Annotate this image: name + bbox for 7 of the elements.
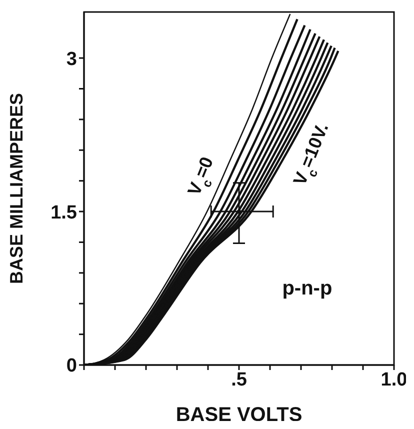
y-tick-label: 0	[66, 356, 77, 377]
y-axis-title: BASE MILLIAMPERES	[6, 92, 26, 284]
x-axis-title: BASE VOLTS	[176, 404, 302, 426]
x-tick-label: .5	[231, 369, 248, 390]
y-tick-label: 1.5	[50, 202, 78, 224]
annotation: p-n-p	[282, 277, 332, 300]
y-tick-label: 3	[66, 48, 77, 70]
